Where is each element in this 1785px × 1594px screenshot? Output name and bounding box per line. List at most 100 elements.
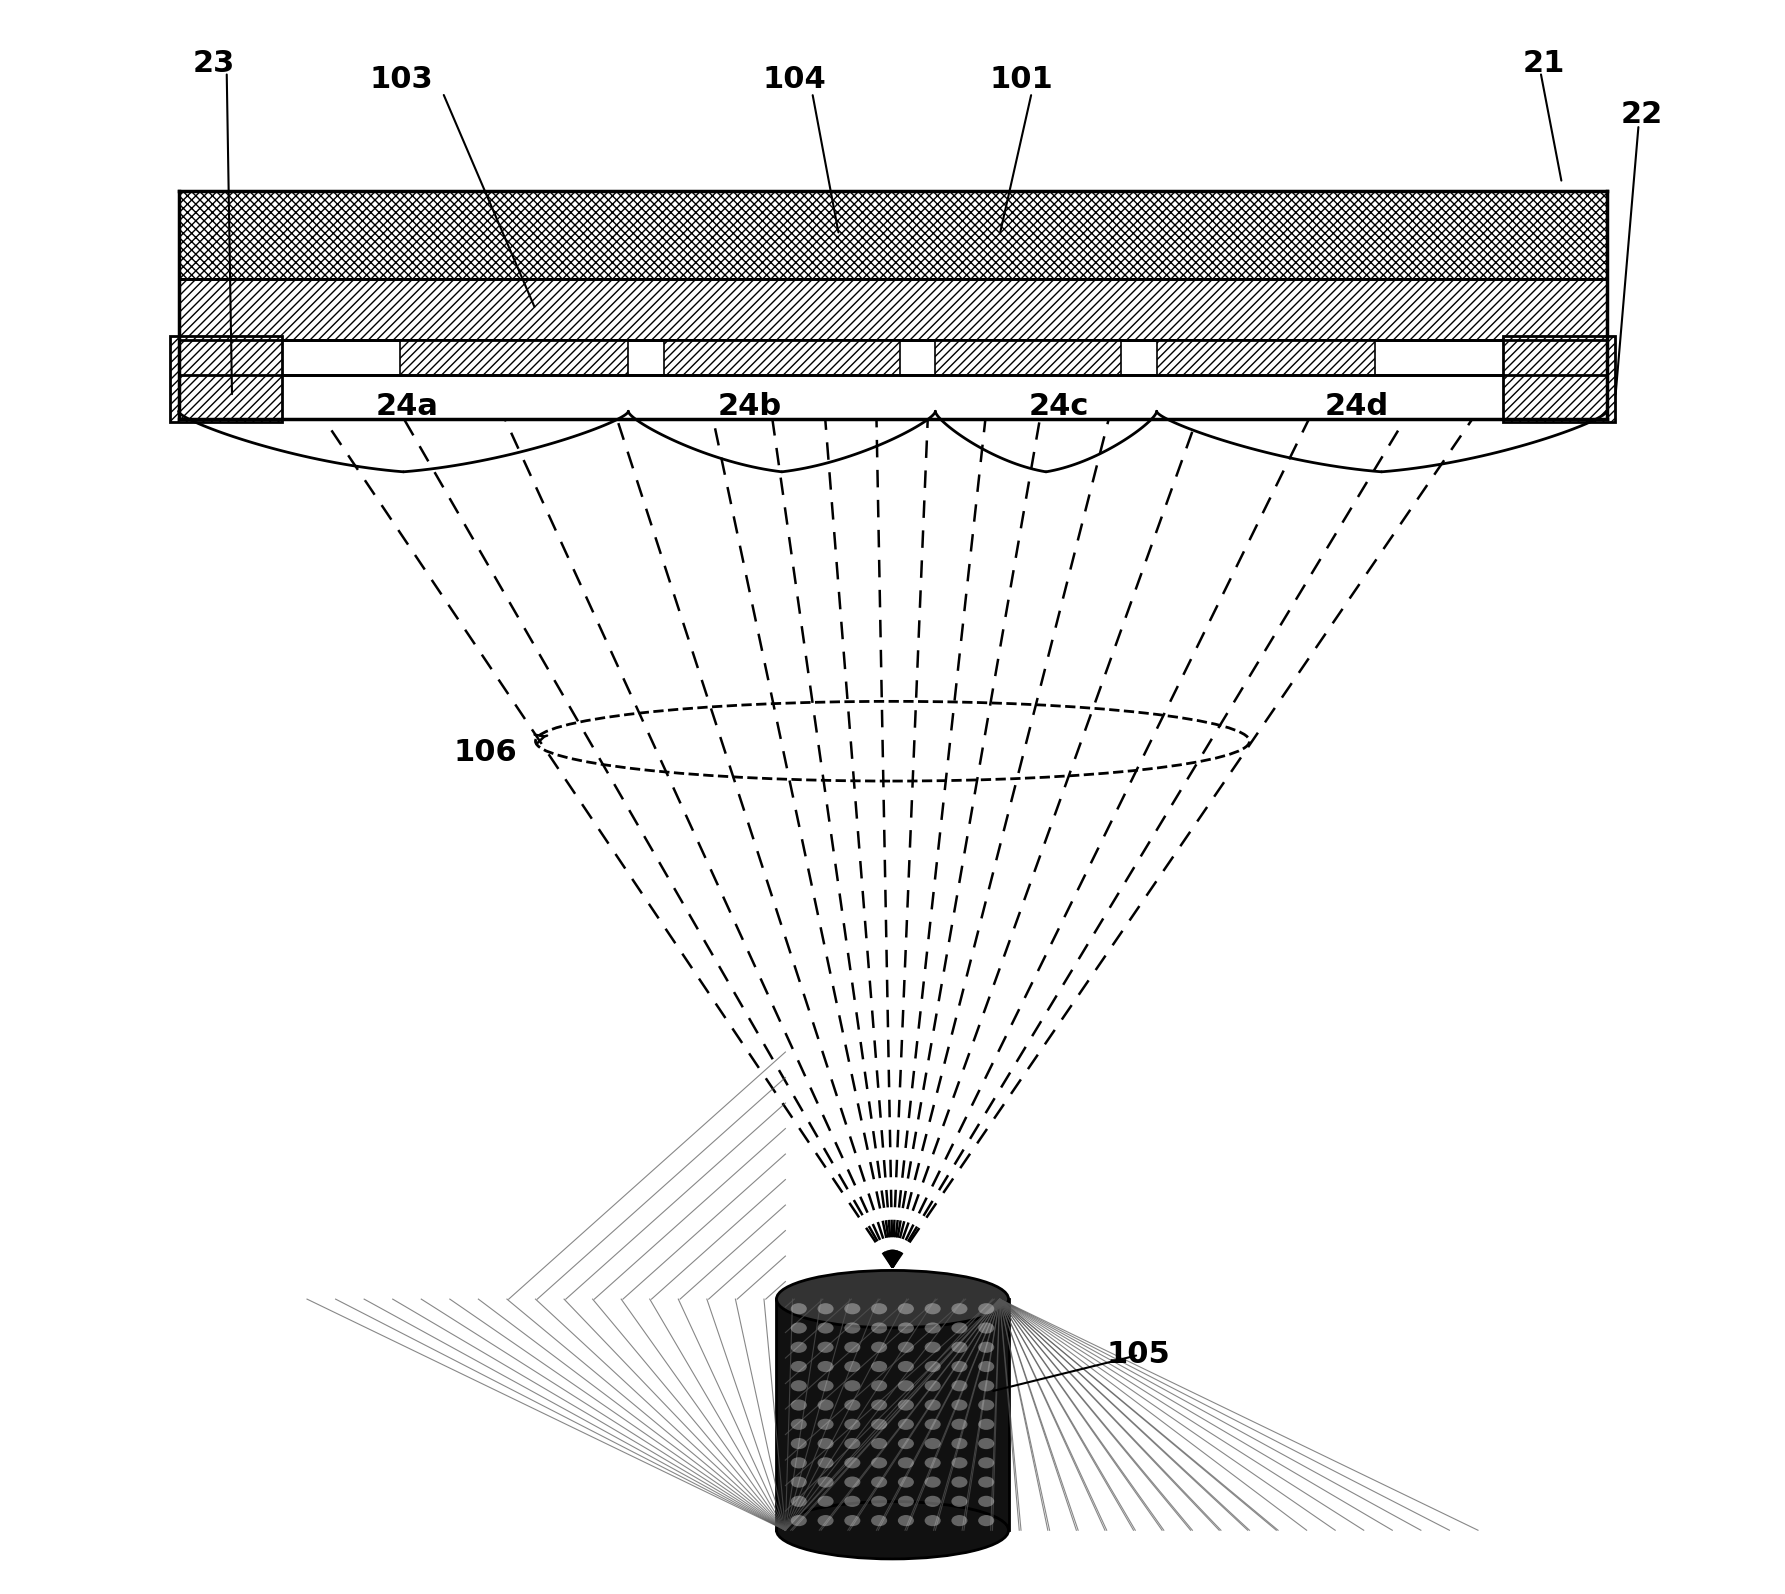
Ellipse shape (925, 1380, 941, 1392)
Text: 105: 105 (1107, 1341, 1171, 1369)
Ellipse shape (925, 1438, 941, 1449)
Ellipse shape (925, 1514, 941, 1525)
Text: 22: 22 (1621, 100, 1664, 129)
Text: 24d: 24d (1324, 392, 1389, 421)
Ellipse shape (818, 1380, 834, 1392)
Ellipse shape (818, 1438, 834, 1449)
Text: 23: 23 (193, 49, 236, 78)
Ellipse shape (951, 1457, 967, 1468)
Ellipse shape (898, 1476, 914, 1487)
Ellipse shape (925, 1342, 941, 1353)
Ellipse shape (898, 1400, 914, 1411)
Text: 24b: 24b (718, 392, 782, 421)
Ellipse shape (978, 1323, 994, 1334)
Ellipse shape (951, 1419, 967, 1430)
Bar (664, 340, 900, 375)
Bar (1503, 336, 1615, 422)
Ellipse shape (871, 1400, 887, 1411)
Bar (178, 191, 1606, 279)
Ellipse shape (818, 1361, 834, 1372)
Ellipse shape (951, 1361, 967, 1372)
Ellipse shape (818, 1476, 834, 1487)
Ellipse shape (844, 1342, 860, 1353)
Ellipse shape (844, 1457, 860, 1468)
Ellipse shape (978, 1438, 994, 1449)
Ellipse shape (871, 1342, 887, 1353)
Ellipse shape (978, 1361, 994, 1372)
Ellipse shape (791, 1438, 807, 1449)
Ellipse shape (844, 1419, 860, 1430)
Ellipse shape (925, 1304, 941, 1315)
Ellipse shape (898, 1304, 914, 1315)
Ellipse shape (925, 1361, 941, 1372)
Text: 24c: 24c (1028, 392, 1089, 421)
Ellipse shape (776, 1270, 1009, 1328)
Ellipse shape (978, 1380, 994, 1392)
Bar (776, 1299, 1009, 1530)
Ellipse shape (818, 1304, 834, 1315)
Bar (170, 336, 282, 422)
Ellipse shape (844, 1361, 860, 1372)
Ellipse shape (871, 1304, 887, 1315)
Ellipse shape (898, 1438, 914, 1449)
Ellipse shape (791, 1323, 807, 1334)
Ellipse shape (898, 1323, 914, 1334)
Ellipse shape (791, 1400, 807, 1411)
Ellipse shape (871, 1438, 887, 1449)
Ellipse shape (925, 1400, 941, 1411)
Ellipse shape (818, 1457, 834, 1468)
Ellipse shape (978, 1419, 994, 1430)
Ellipse shape (925, 1495, 941, 1506)
Ellipse shape (898, 1495, 914, 1506)
Ellipse shape (871, 1361, 887, 1372)
Ellipse shape (791, 1457, 807, 1468)
Ellipse shape (791, 1342, 807, 1353)
Bar (178, 340, 277, 375)
Ellipse shape (818, 1323, 834, 1334)
Ellipse shape (871, 1495, 887, 1506)
Ellipse shape (978, 1476, 994, 1487)
Ellipse shape (818, 1514, 834, 1525)
Bar (935, 340, 1121, 375)
Bar (400, 340, 628, 375)
Ellipse shape (844, 1380, 860, 1392)
Ellipse shape (951, 1438, 967, 1449)
Ellipse shape (925, 1419, 941, 1430)
Ellipse shape (898, 1457, 914, 1468)
Ellipse shape (818, 1400, 834, 1411)
Ellipse shape (791, 1304, 807, 1315)
Ellipse shape (791, 1361, 807, 1372)
Ellipse shape (871, 1419, 887, 1430)
Ellipse shape (978, 1304, 994, 1315)
Ellipse shape (925, 1476, 941, 1487)
Bar (1508, 340, 1607, 375)
Ellipse shape (844, 1476, 860, 1487)
Ellipse shape (776, 1502, 1009, 1559)
Ellipse shape (978, 1514, 994, 1525)
Text: 106: 106 (453, 738, 518, 767)
Ellipse shape (871, 1476, 887, 1487)
Ellipse shape (898, 1419, 914, 1430)
Ellipse shape (791, 1419, 807, 1430)
Ellipse shape (951, 1323, 967, 1334)
Ellipse shape (844, 1438, 860, 1449)
Ellipse shape (871, 1457, 887, 1468)
Bar (178, 375, 1606, 419)
Ellipse shape (951, 1476, 967, 1487)
Ellipse shape (951, 1342, 967, 1353)
Bar (1157, 340, 1374, 375)
Bar (178, 340, 1606, 375)
Ellipse shape (871, 1514, 887, 1525)
Ellipse shape (925, 1457, 941, 1468)
Ellipse shape (951, 1495, 967, 1506)
Ellipse shape (898, 1361, 914, 1372)
Ellipse shape (978, 1495, 994, 1506)
Ellipse shape (844, 1400, 860, 1411)
Ellipse shape (791, 1476, 807, 1487)
Ellipse shape (898, 1380, 914, 1392)
Ellipse shape (898, 1342, 914, 1353)
Ellipse shape (844, 1304, 860, 1315)
Ellipse shape (871, 1380, 887, 1392)
Text: 103: 103 (369, 65, 434, 94)
Ellipse shape (978, 1342, 994, 1353)
